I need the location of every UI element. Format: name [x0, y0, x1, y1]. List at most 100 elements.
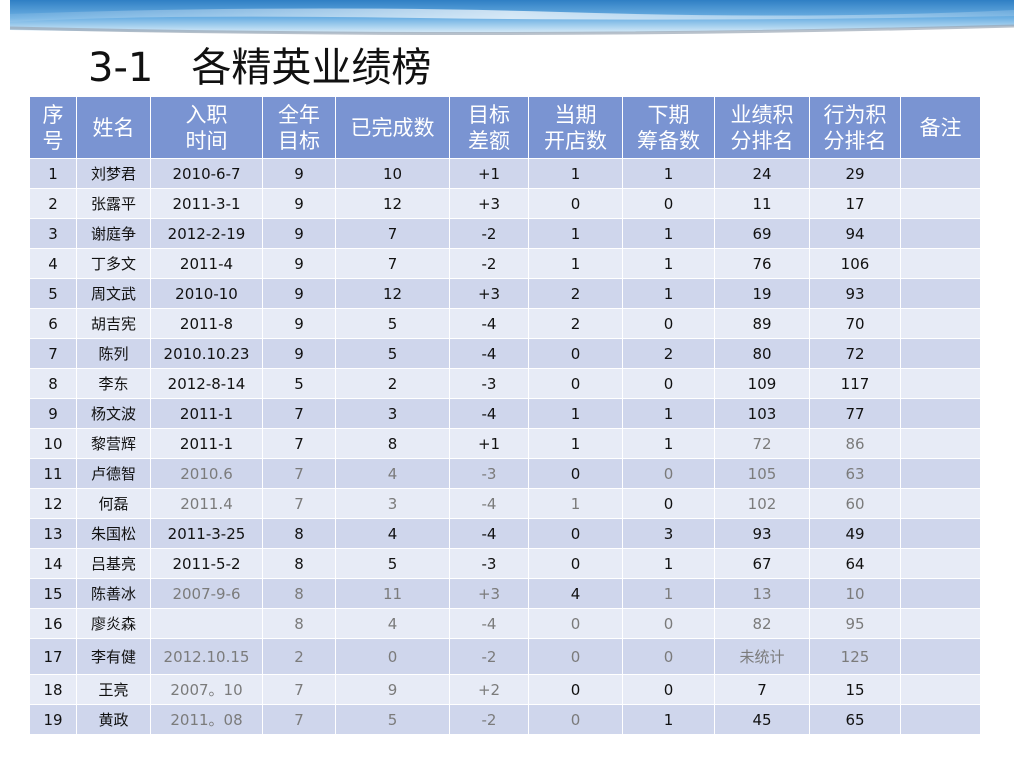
cell-index: 14	[29, 548, 77, 579]
cell-next-prep: 1	[622, 704, 715, 735]
cell-next-prep: 0	[622, 368, 715, 399]
cell-index: 8	[29, 368, 77, 399]
cell-next-prep: 0	[622, 308, 715, 339]
table-header-row: 序号 姓名 入职 时间 全年 目标 已完成数 目标 差额 当期 开店数 下期 筹备数 业绩…	[29, 96, 981, 159]
title-number: 3-1	[88, 45, 154, 91]
cell-performance-rank: 7	[714, 674, 810, 705]
cell-behavior-rank: 60	[809, 488, 901, 519]
cell-next-prep: 0	[622, 458, 715, 489]
cell-completed: 12	[335, 188, 450, 219]
cell-current-stores: 2	[528, 308, 623, 339]
cell-annual-target: 8	[262, 518, 336, 549]
cell-behavior-rank: 117	[809, 368, 901, 399]
cell-completed: 4	[335, 458, 450, 489]
cell-completed: 3	[335, 488, 450, 519]
page-title: 3-1 各精英业绩榜	[88, 40, 431, 96]
cell-index: 3	[29, 218, 77, 249]
cell-annual-target: 9	[262, 218, 336, 249]
cell-remarks	[900, 548, 981, 579]
cell-name: 何磊	[76, 488, 151, 519]
cell-completed: 4	[335, 518, 450, 549]
cell-target-gap: +3	[449, 278, 529, 309]
cell-performance-rank: 103	[714, 398, 810, 429]
cell-remarks	[900, 398, 981, 429]
cell-performance-rank: 11	[714, 188, 810, 219]
cell-annual-target: 8	[262, 548, 336, 579]
header-name: 姓名	[76, 96, 151, 159]
title-text: 各精英业绩榜	[191, 45, 432, 91]
cell-remarks	[900, 368, 981, 399]
cell-annual-target: 7	[262, 488, 336, 519]
cell-next-prep: 0	[622, 488, 715, 519]
cell-index: 12	[29, 488, 77, 519]
cell-next-prep: 1	[622, 398, 715, 429]
cell-target-gap: -3	[449, 458, 529, 489]
cell-completed: 5	[335, 338, 450, 369]
cell-hire-date: 2011.4	[150, 488, 263, 519]
header-behavior-rank: 行为积 分排名	[809, 96, 901, 159]
cell-name: 丁多文	[76, 248, 151, 279]
cell-name: 张露平	[76, 188, 151, 219]
cell-current-stores: 1	[528, 398, 623, 429]
cell-hire-date: 2011-4	[150, 248, 263, 279]
cell-annual-target: 7	[262, 704, 336, 735]
cell-remarks	[900, 578, 981, 609]
table-row: 14 吕基亮 2011-5-2 8 5 -3 0 1 67 64	[29, 548, 981, 579]
cell-completed: 4	[335, 608, 450, 639]
cell-performance-rank: 69	[714, 218, 810, 249]
cell-performance-rank: 102	[714, 488, 810, 519]
header-remarks: 备注	[900, 96, 981, 159]
cell-current-stores: 0	[528, 704, 623, 735]
cell-current-stores: 4	[528, 578, 623, 609]
cell-remarks	[900, 248, 981, 279]
cell-index: 16	[29, 608, 77, 639]
cell-index: 11	[29, 458, 77, 489]
table-row: 17 李有健 2012.10.15 2 0 -2 0 0 未统计 125	[29, 638, 981, 675]
cell-current-stores: 1	[528, 158, 623, 189]
cell-name: 王亮	[76, 674, 151, 705]
cell-name: 李东	[76, 368, 151, 399]
cell-current-stores: 1	[528, 248, 623, 279]
cell-hire-date: 2012-8-14	[150, 368, 263, 399]
cell-hire-date: 2010-10	[150, 278, 263, 309]
cell-hire-date: 2011-8	[150, 308, 263, 339]
cell-completed: 5	[335, 548, 450, 579]
cell-target-gap: -4	[449, 338, 529, 369]
cell-behavior-rank: 64	[809, 548, 901, 579]
cell-current-stores: 1	[528, 488, 623, 519]
cell-performance-rank: 109	[714, 368, 810, 399]
cell-next-prep: 1	[622, 578, 715, 609]
cell-annual-target: 9	[262, 188, 336, 219]
cell-behavior-rank: 125	[809, 638, 901, 675]
table-row: 7 陈列 2010.10.23 9 5 -4 0 2 80 72	[29, 338, 981, 369]
cell-hire-date: 2010-6-7	[150, 158, 263, 189]
banner-wave-graphic	[0, 0, 1024, 40]
cell-annual-target: 8	[262, 608, 336, 639]
cell-annual-target: 9	[262, 278, 336, 309]
cell-performance-rank: 93	[714, 518, 810, 549]
cell-performance-rank: 13	[714, 578, 810, 609]
cell-name: 杨文波	[76, 398, 151, 429]
cell-completed: 7	[335, 248, 450, 279]
cell-behavior-rank: 70	[809, 308, 901, 339]
cell-index: 18	[29, 674, 77, 705]
cell-completed: 12	[335, 278, 450, 309]
cell-next-prep: 3	[622, 518, 715, 549]
cell-current-stores: 0	[528, 518, 623, 549]
cell-annual-target: 2	[262, 638, 336, 675]
cell-next-prep: 1	[622, 548, 715, 579]
cell-name: 卢德智	[76, 458, 151, 489]
cell-remarks	[900, 308, 981, 339]
table-row: 6 胡吉宪 2011-8 9 5 -4 2 0 89 70	[29, 308, 981, 339]
cell-current-stores: 0	[528, 608, 623, 639]
cell-remarks	[900, 608, 981, 639]
cell-current-stores: 0	[528, 548, 623, 579]
top-banner	[0, 0, 1024, 40]
table-row: 4 丁多文 2011-4 9 7 -2 1 1 76 106	[29, 248, 981, 279]
cell-next-prep: 1	[622, 218, 715, 249]
cell-completed: 5	[335, 308, 450, 339]
cell-target-gap: -3	[449, 548, 529, 579]
cell-behavior-rank: 95	[809, 608, 901, 639]
cell-next-prep: 0	[622, 638, 715, 675]
cell-behavior-rank: 10	[809, 578, 901, 609]
